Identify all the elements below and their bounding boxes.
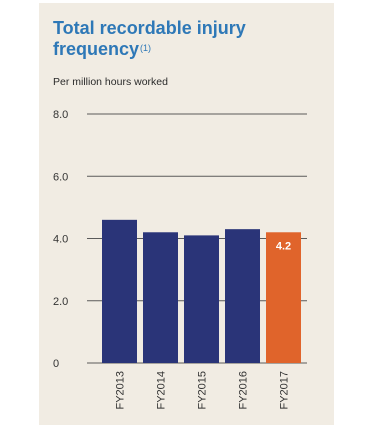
y-tick-label: 2.0: [53, 296, 68, 308]
chart-title: Total recordable injury frequency(1): [53, 18, 246, 59]
title-footnote: (1): [140, 43, 152, 53]
bar-fy2017: [266, 232, 301, 363]
y-tick-label: 6.0: [53, 171, 68, 183]
x-tick-label: FY2017: [279, 371, 291, 410]
x-tick-label: FY2013: [115, 371, 127, 410]
y-tick-label: 4.0: [53, 234, 68, 246]
bar-fy2013: [102, 219, 137, 363]
label-layer: 8.0 6.0 4.0 2.0 0 FY2013 FY2014 FY2015 FY2016 FY2…: [53, 109, 291, 410]
y-tick-label: 0: [53, 358, 59, 370]
x-tick-label: FY2015: [197, 371, 209, 410]
y-tick-label: 8.0: [53, 109, 68, 121]
bar-layer: [102, 219, 301, 363]
data-label: 4.2: [276, 240, 291, 252]
bar-fy2014: [143, 232, 178, 363]
chart-subtitle: Per million hours worked: [53, 76, 168, 88]
bar-fy2016: [225, 229, 260, 363]
x-tick-label: FY2014: [156, 371, 168, 410]
x-tick-label: FY2016: [238, 371, 250, 410]
bar-fy2015: [184, 235, 219, 363]
